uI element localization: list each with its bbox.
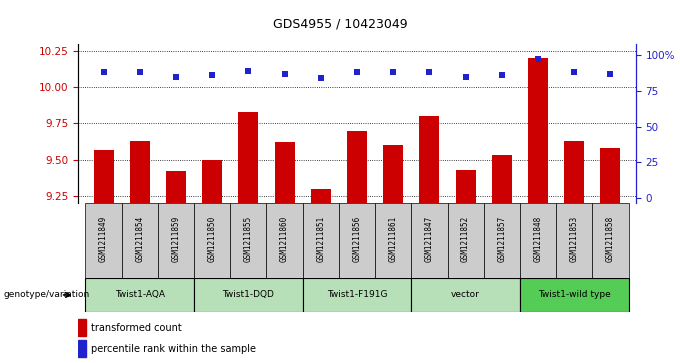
Text: GSM1211858: GSM1211858	[606, 216, 615, 262]
Bar	[158, 203, 194, 278]
Point	[532, 56, 543, 62]
Bar	[267, 203, 303, 278]
Point	[279, 71, 290, 77]
Bar	[202, 160, 222, 203]
Bar	[520, 203, 556, 278]
Bar	[520, 278, 628, 312]
Bar	[411, 278, 520, 312]
Text: GSM1211853: GSM1211853	[570, 216, 579, 262]
Point	[460, 74, 471, 79]
Bar	[528, 58, 548, 203]
Bar	[311, 189, 330, 203]
Text: GSM1211848: GSM1211848	[534, 216, 543, 262]
Bar	[194, 278, 303, 312]
Bar	[339, 203, 375, 278]
Point	[424, 69, 435, 75]
Bar	[592, 203, 628, 278]
Text: vector: vector	[452, 290, 480, 299]
Bar	[600, 148, 620, 203]
Text: GSM1211856: GSM1211856	[352, 216, 362, 262]
Text: GSM1211855: GSM1211855	[244, 216, 253, 262]
Text: GSM1211850: GSM1211850	[207, 216, 217, 262]
Bar	[447, 203, 483, 278]
Bar	[483, 203, 520, 278]
Bar	[86, 203, 122, 278]
Bar	[347, 131, 367, 203]
Point	[388, 69, 398, 75]
Bar	[130, 141, 150, 203]
Bar	[303, 203, 339, 278]
Bar	[86, 278, 194, 312]
Text: GSM1211859: GSM1211859	[171, 216, 180, 262]
Bar	[420, 116, 439, 203]
Point	[605, 71, 616, 77]
Text: GSM1211849: GSM1211849	[99, 216, 108, 262]
Bar	[166, 171, 186, 203]
Point	[98, 69, 109, 75]
Bar	[194, 203, 231, 278]
Point	[243, 68, 254, 74]
Text: genotype/variation: genotype/variation	[3, 290, 90, 299]
Bar	[375, 203, 411, 278]
Point	[352, 69, 362, 75]
Text: GSM1211847: GSM1211847	[425, 216, 434, 262]
Text: Twist1-F191G: Twist1-F191G	[327, 290, 387, 299]
Point	[207, 72, 218, 78]
Point	[171, 74, 182, 79]
Text: GSM1211852: GSM1211852	[461, 216, 470, 262]
Text: GSM1211861: GSM1211861	[389, 216, 398, 262]
Text: GSM1211860: GSM1211860	[280, 216, 289, 262]
Bar	[94, 150, 114, 203]
Text: Twist1-DQD: Twist1-DQD	[222, 290, 274, 299]
Bar	[122, 203, 158, 278]
Text: GSM1211857: GSM1211857	[497, 216, 507, 262]
Bar	[239, 112, 258, 203]
Bar	[231, 203, 267, 278]
Bar	[564, 141, 584, 203]
Bar	[384, 145, 403, 203]
Point	[496, 72, 507, 78]
Bar	[78, 319, 86, 336]
Point	[135, 69, 146, 75]
Point	[316, 75, 326, 81]
Point	[568, 69, 579, 75]
Bar	[275, 142, 294, 203]
Text: Twist1-AQA: Twist1-AQA	[115, 290, 165, 299]
Text: GDS4955 / 10423049: GDS4955 / 10423049	[273, 18, 407, 31]
Bar	[492, 155, 512, 203]
Bar	[78, 340, 86, 357]
Text: transformed count: transformed count	[91, 323, 182, 333]
Text: GSM1211854: GSM1211854	[135, 216, 144, 262]
Bar	[556, 203, 592, 278]
Text: Twist1-wild type: Twist1-wild type	[538, 290, 611, 299]
Bar	[456, 170, 475, 203]
Bar	[303, 278, 411, 312]
Bar	[411, 203, 447, 278]
Text: GSM1211851: GSM1211851	[316, 216, 325, 262]
Text: percentile rank within the sample: percentile rank within the sample	[91, 344, 256, 354]
